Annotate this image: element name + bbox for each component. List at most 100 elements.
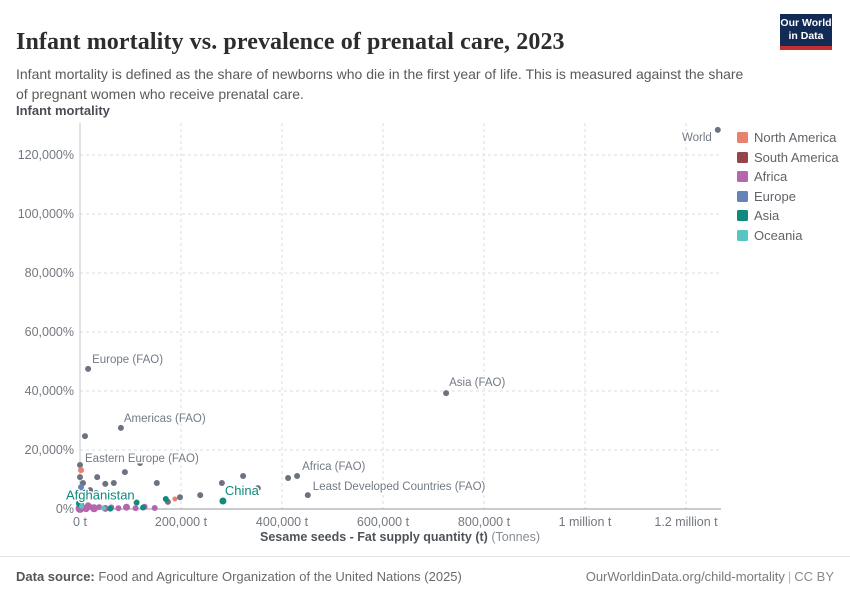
data-point[interactable] <box>85 502 92 509</box>
x-tick-label: 0 t <box>73 515 87 529</box>
y-tick-label: 100,000% <box>18 207 74 221</box>
data-point[interactable] <box>78 467 84 474</box>
data-point[interactable] <box>153 480 160 486</box>
owid-logo-line1: Our World <box>780 16 832 29</box>
data-point[interactable] <box>96 504 103 511</box>
data-point[interactable] <box>285 475 292 481</box>
y-tick-label: 60,000% <box>25 325 74 339</box>
footer-separator: | <box>787 569 792 584</box>
footer-link[interactable]: OurWorldinData.org/child-mortality <box>585 569 785 584</box>
legend-label: Oceania <box>754 227 803 243</box>
legend-label: South America <box>754 149 839 165</box>
legend-label: Africa <box>754 169 788 184</box>
legend-item-asia[interactable]: Asia <box>737 208 839 223</box>
data-point[interactable] <box>137 460 144 466</box>
data-point[interactable] <box>117 424 124 431</box>
legend-label: Asia <box>754 208 780 223</box>
data-point[interactable] <box>254 485 261 492</box>
y-axis-title: Infant mortality <box>16 103 110 118</box>
data-point[interactable] <box>172 496 178 502</box>
data-point-label[interactable]: World <box>680 130 713 145</box>
data-point[interactable] <box>219 497 227 505</box>
data-point[interactable] <box>93 490 100 497</box>
data-point[interactable] <box>133 499 140 506</box>
y-tick-label: 40,000% <box>25 384 74 398</box>
legend-swatch <box>737 171 748 182</box>
data-point[interactable] <box>197 492 204 499</box>
legend-item-oceania[interactable]: Oceania <box>737 228 839 243</box>
data-point[interactable] <box>140 504 147 511</box>
data-point[interactable] <box>121 469 128 476</box>
data-point-label[interactable]: Europe (FAO) <box>91 352 165 367</box>
chart-title: Infant mortality vs. prevalence of prena… <box>16 29 565 56</box>
data-point[interactable] <box>304 492 311 499</box>
owid-logo[interactable]: Our World in Data <box>780 14 832 50</box>
data-point[interactable] <box>87 487 94 494</box>
data-point[interactable] <box>85 365 92 372</box>
x-tick-label: 600,000 t <box>357 515 410 529</box>
legend-swatch <box>737 210 748 221</box>
legend-swatch <box>737 190 748 202</box>
legend-swatch <box>737 132 748 143</box>
y-tick-label: 120,000% <box>18 148 74 162</box>
data-source-label: Data source: <box>16 569 95 584</box>
owid-logo-line2: in Data <box>788 30 824 42</box>
legend-item-south-america[interactable]: South America <box>737 150 839 165</box>
data-point[interactable] <box>100 505 106 511</box>
data-point[interactable] <box>294 473 301 479</box>
data-point[interactable] <box>102 480 109 487</box>
legend-swatch <box>737 151 748 163</box>
data-point[interactable] <box>151 505 158 511</box>
x-tick-label: 800,000 t <box>458 515 511 529</box>
x-tick-label: 1.2 million t <box>654 515 718 529</box>
chart-subtitle: Infant mortality is defined as the share… <box>16 66 744 103</box>
footer-license: CC BY <box>794 569 834 584</box>
legend-label: North America <box>754 130 837 145</box>
data-point[interactable] <box>78 484 84 491</box>
y-tick-label: 0% <box>56 502 74 516</box>
data-point[interactable] <box>443 390 450 397</box>
data-point-label[interactable]: China <box>223 482 261 500</box>
data-point[interactable] <box>123 503 130 511</box>
data-point-label[interactable]: Least Developed Countries (FAO) <box>311 480 487 495</box>
data-source: Data source: Food and Agriculture Organi… <box>16 569 462 584</box>
data-point-label[interactable]: Americas (FAO) <box>122 411 207 426</box>
legend-swatch <box>737 229 748 241</box>
data-point[interactable] <box>77 462 83 468</box>
data-point[interactable] <box>82 489 88 496</box>
legend-item-europe[interactable]: Europe <box>737 189 839 204</box>
x-axis-unit: (Tonnes) <box>491 530 540 544</box>
y-tick-label: 20,000% <box>25 443 74 457</box>
legend-item-north-america[interactable]: North America <box>737 130 839 145</box>
x-axis-title: Sesame seeds - Fat supply quantity (t) (… <box>55 530 745 544</box>
data-point-label[interactable]: Africa (FAO) <box>301 460 367 475</box>
data-point[interactable] <box>177 494 183 501</box>
data-point[interactable] <box>714 126 721 133</box>
x-tick-label: 200,000 t <box>155 515 208 529</box>
y-tick-label: 80,000% <box>25 266 74 280</box>
data-point[interactable] <box>94 474 101 481</box>
legend: North America South America Africa Europe As… <box>737 130 839 247</box>
data-point[interactable] <box>82 433 88 440</box>
data-source-text: Food and Agriculture Organization of the… <box>98 569 462 584</box>
data-point-label[interactable]: Asia (FAO) <box>448 376 507 391</box>
data-point[interactable] <box>79 503 84 509</box>
data-point[interactable] <box>115 505 122 512</box>
legend-item-africa[interactable]: Africa <box>737 169 839 184</box>
data-point[interactable] <box>162 496 169 502</box>
data-point[interactable] <box>240 473 247 479</box>
footer-right: OurWorldinData.org/child-mortality | CC BY <box>586 569 834 584</box>
footer: Data source: Food and Agriculture Organi… <box>0 556 850 600</box>
data-point-label[interactable]: Eastern Europe (FAO) <box>84 452 201 467</box>
data-point-label[interactable]: Afghanistan <box>65 486 137 504</box>
data-point[interactable] <box>77 474 83 481</box>
data-point[interactable] <box>107 505 114 512</box>
data-point[interactable] <box>110 480 117 486</box>
x-tick-label: 400,000 t <box>256 515 309 529</box>
data-point[interactable] <box>132 505 139 512</box>
legend-label: Europe <box>754 188 796 204</box>
x-tick-label: 1 million t <box>559 515 612 529</box>
data-point[interactable] <box>218 480 225 486</box>
data-point[interactable] <box>90 504 99 513</box>
